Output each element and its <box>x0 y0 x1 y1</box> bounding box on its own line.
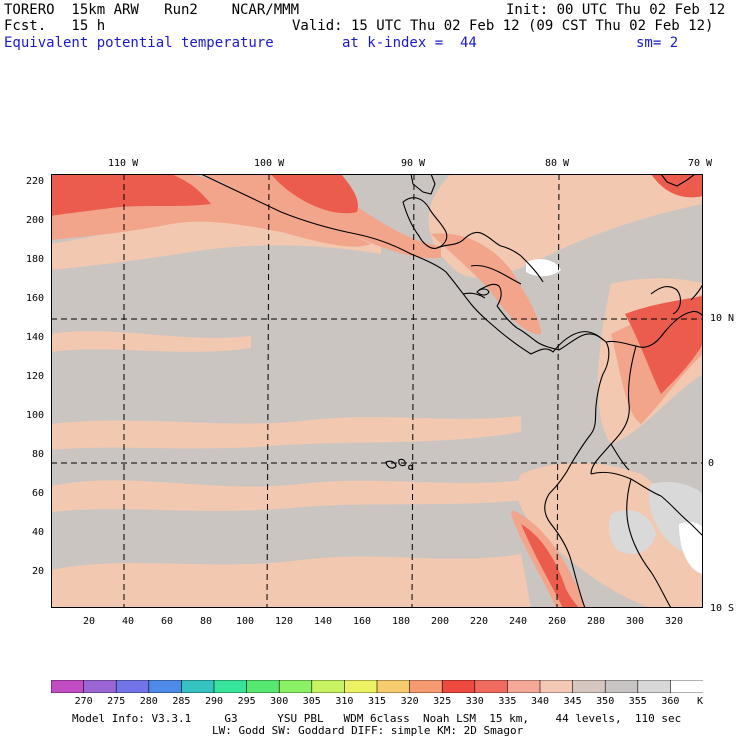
colorbar-label: 325 <box>433 696 452 707</box>
x-tick-label: 40 <box>121 616 135 627</box>
lon-label: 100 W <box>254 158 285 169</box>
colorbar-label: 310 <box>335 696 354 707</box>
x-tick-label: 260 <box>547 616 567 627</box>
x-tick-label: 80 <box>199 616 213 627</box>
colorbar-swatch <box>539 680 574 693</box>
physics-info: LW: Godd SW: Goddard DIFF: simple KM: 2D… <box>212 724 524 737</box>
colorbar-swatch <box>474 680 509 693</box>
x-tick-label: 300 <box>625 616 645 627</box>
lon-label: 90 W <box>401 158 426 169</box>
colorbar-label: 315 <box>367 696 387 707</box>
y-tick-label: 180 <box>25 254 44 265</box>
y-tick-label: 60 <box>31 488 44 499</box>
colorbar-label: 320 <box>400 696 419 707</box>
colorbar-label: 360 <box>661 696 680 707</box>
init-time: Init: 00 UTC Thu 02 Feb 12 <box>506 2 726 18</box>
y-tick-label: 220 <box>25 176 44 187</box>
colorbar-label: 355 <box>628 696 647 707</box>
colorbar-label: 345 <box>563 696 582 707</box>
level-info: at k-index = 44 <box>342 35 477 51</box>
colorbar-swatch <box>181 680 215 693</box>
y-tick-label: 100 <box>25 410 44 421</box>
y-tick-label: 160 <box>25 293 44 304</box>
colorbar-swatch <box>148 680 183 693</box>
colorbar-swatch <box>213 680 248 693</box>
colorbar-label: 330 <box>465 696 484 707</box>
lon-label: 70 W <box>688 158 713 169</box>
x-tick-label: 120 <box>274 616 294 627</box>
colorbar-label: 300 <box>270 696 289 707</box>
colorbar-swatch <box>572 680 606 693</box>
y-tick-label: 20 <box>31 566 44 577</box>
model-title: TORERO 15km ARW Run2 NCAR/MMM <box>4 2 300 18</box>
lon-label: 80 W <box>545 158 570 169</box>
colorbar-unit: K <box>697 696 704 707</box>
colorbar-swatch <box>83 680 117 693</box>
lat-label: 0 <box>708 458 715 469</box>
theta-e-band-cold <box>526 259 703 574</box>
y-tick-label: 120 <box>25 371 44 382</box>
lon-label: 110 W <box>108 158 139 169</box>
colorbar-swatch <box>115 680 150 693</box>
x-tick-label: 280 <box>586 616 606 627</box>
model-info: Model Info: V3.3.1 G3 YSU PBL WDM 6class… <box>72 712 682 725</box>
colorbar-swatch <box>311 680 346 693</box>
colorbar-label: 340 <box>530 696 550 707</box>
forecast-hour: Fcst. 15 h <box>4 18 106 34</box>
y-tick-label: 200 <box>25 215 44 226</box>
x-tick-label: 320 <box>664 616 684 627</box>
theta-e-map <box>51 174 703 608</box>
x-tick-label: 20 <box>82 616 96 627</box>
x-tick-label: 160 <box>352 616 372 627</box>
colorbar <box>51 680 703 693</box>
colorbar-swatch <box>51 680 85 693</box>
colorbar-swatch <box>507 680 541 693</box>
valid-time: Valid: 15 UTC Thu 02 Feb 12 (09 CST Thu … <box>292 18 714 34</box>
colorbar-label: 275 <box>107 696 126 707</box>
x-tick-label: 180 <box>391 616 411 627</box>
colorbar-label: 270 <box>74 696 93 707</box>
smoothing-info: sm= 2 <box>636 35 679 51</box>
colorbar-swatch <box>441 680 476 693</box>
y-tick-label: 140 <box>25 332 44 343</box>
colorbar-swatch <box>278 680 313 693</box>
lat-label: 10 N <box>710 313 735 324</box>
x-tick-label: 240 <box>508 616 528 627</box>
x-tick-label: 220 <box>469 616 489 627</box>
y-tick-label: 40 <box>31 527 44 538</box>
colorbar-label: 350 <box>596 696 615 707</box>
x-tick-label: 100 <box>235 616 255 627</box>
x-tick-label: 60 <box>160 616 174 627</box>
colorbar-swatch <box>344 680 378 693</box>
colorbar-label: 285 <box>172 696 191 707</box>
coastlines <box>200 174 703 608</box>
colorbar-swatch <box>409 680 444 693</box>
y-tick-label: 80 <box>31 449 44 460</box>
colorbar-swatch <box>376 680 411 693</box>
colorbar-swatch <box>604 680 639 693</box>
colorbar-swatch <box>670 680 703 693</box>
colorbar-label: 295 <box>237 696 256 707</box>
lat-label: 10 S <box>710 603 735 614</box>
colorbar-label: 290 <box>204 696 224 707</box>
latlon-grid <box>51 174 703 608</box>
x-tick-label: 140 <box>313 616 333 627</box>
colorbar-swatch <box>637 680 672 693</box>
field-name: Equivalent potential temperature <box>4 35 274 51</box>
colorbar-swatch <box>246 680 281 693</box>
x-tick-label: 200 <box>430 616 450 627</box>
map-frame <box>51 174 703 608</box>
colorbar-label: 305 <box>302 696 321 707</box>
colorbar-label: 335 <box>498 696 517 707</box>
colorbar-label: 280 <box>139 696 158 707</box>
